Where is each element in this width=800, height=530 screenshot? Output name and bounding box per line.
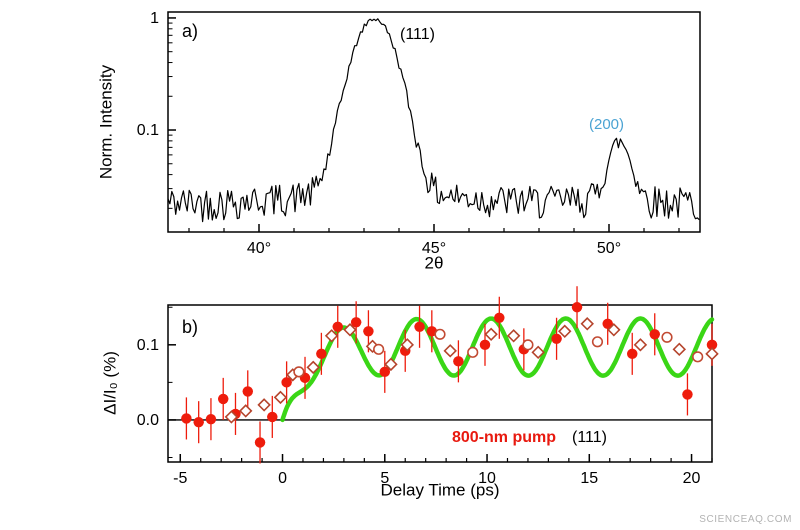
svg-text:0.1: 0.1 <box>137 337 159 354</box>
svg-text:5: 5 <box>380 470 389 487</box>
svg-text:50°: 50° <box>597 240 621 257</box>
panel-b-ylabel: ΔI/I₀ (%) <box>100 351 120 415</box>
panel-a-xlabel: 2θ <box>424 253 444 273</box>
pump-annotation: 800-nm pump (111) <box>452 429 607 447</box>
svg-text:40°: 40° <box>247 240 271 257</box>
svg-text:20: 20 <box>683 470 701 487</box>
panel-b-tag: b) <box>182 317 199 337</box>
reflection-label: (111) <box>572 429 607 446</box>
svg-text:15: 15 <box>580 470 598 487</box>
peak-111-label: (111) <box>400 26 435 43</box>
watermark: SCIENCEAQ.COM <box>699 514 792 525</box>
peak-200-label: (200) <box>589 116 625 133</box>
panel-b-xlabel: Delay Time (ps) <box>380 480 500 500</box>
panel-a-ylabel: Norm. Intensity <box>96 64 116 180</box>
svg-text:0: 0 <box>278 470 287 487</box>
svg-text:1: 1 <box>150 10 159 27</box>
svg-text:0.0: 0.0 <box>137 412 159 429</box>
pump-label: 800-nm pump <box>452 429 557 446</box>
svg-text:10: 10 <box>478 470 496 487</box>
svg-text:-5: -5 <box>173 470 187 487</box>
svg-text:0.1: 0.1 <box>137 122 159 139</box>
svg-text:45°: 45° <box>422 240 446 257</box>
panel-a-tag: a) <box>182 21 199 41</box>
